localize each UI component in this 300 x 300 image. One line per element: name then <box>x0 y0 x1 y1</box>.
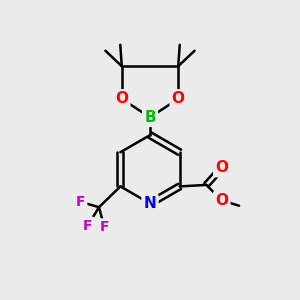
Text: O: O <box>215 193 228 208</box>
Text: O: O <box>115 92 128 106</box>
Text: F: F <box>83 219 92 232</box>
Text: O: O <box>215 160 228 175</box>
Text: B: B <box>144 110 156 125</box>
Text: O: O <box>172 92 185 106</box>
Text: N: N <box>144 196 156 211</box>
Text: F: F <box>76 195 85 209</box>
Text: F: F <box>100 220 109 234</box>
